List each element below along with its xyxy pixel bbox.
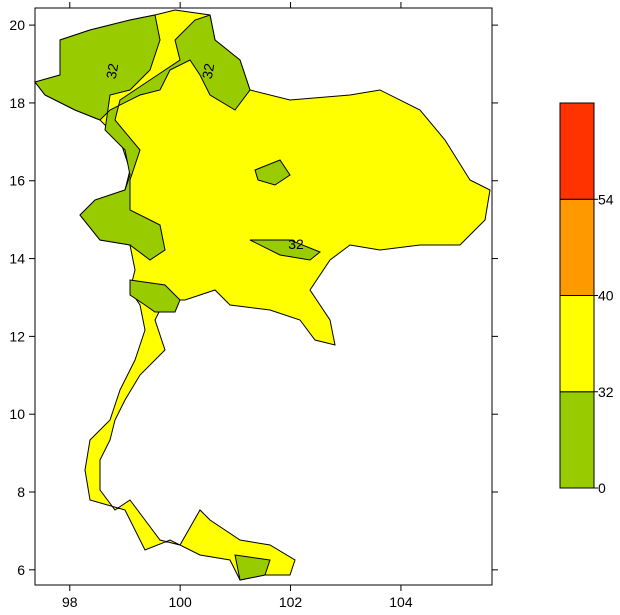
colorbar-band [559,198,595,296]
green-zone-west [129,279,181,313]
colorbar-band [559,295,595,393]
colorbar-label: 0 [598,480,606,496]
y-tick-label: 14 [9,251,25,267]
plot-frame [34,7,493,586]
contour-label: 32 [199,62,217,80]
contour-label: 32 [103,62,121,80]
colorbar-band [559,102,595,200]
x-tick-label: 102 [279,594,303,610]
y-tick-label: 16 [9,173,25,189]
x-tick-label: 98 [62,594,78,610]
green-zone-south [234,554,271,581]
green-zone-northeast [254,159,291,186]
y-tick-label: 8 [17,484,25,500]
y-tick-label: 12 [9,328,25,344]
colorbar-label: 40 [598,288,614,304]
y-tick-label: 6 [17,562,25,578]
y-tick-label: 20 [9,17,25,33]
map-land [34,9,491,581]
y-tick-label: 10 [9,406,25,422]
contour-label: 32 [288,236,304,252]
green-zone-central [249,239,321,261]
y-tick-label: 18 [9,95,25,111]
x-tick-label: 104 [389,594,413,610]
colorbar-label: 32 [598,384,614,400]
green-zone-northwest [34,14,251,261]
x-tick-label: 100 [168,594,192,610]
colorbar-band [559,391,595,489]
colorbar-label: 54 [598,191,614,207]
